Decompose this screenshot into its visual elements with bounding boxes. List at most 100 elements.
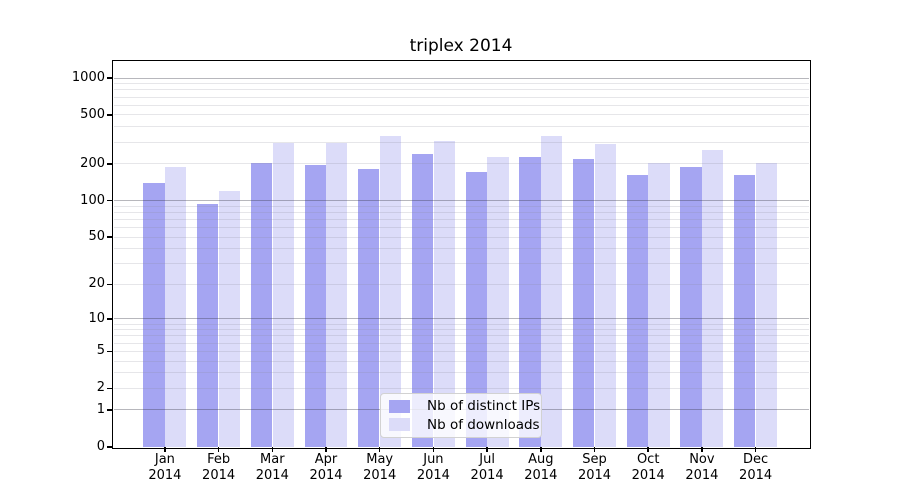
gridline-minor bbox=[113, 226, 810, 228]
x-tick-year: 2014 bbox=[470, 467, 504, 483]
gridline-minor bbox=[113, 323, 810, 325]
gridline-minor bbox=[113, 104, 810, 106]
gridline-minor bbox=[113, 283, 810, 285]
y-tick-label: 50 bbox=[88, 229, 105, 244]
gridline-minor bbox=[113, 335, 810, 337]
bar-distinct-ips bbox=[143, 182, 165, 447]
x-tick-month: Jul bbox=[479, 452, 495, 467]
bar-distinct-ips bbox=[626, 174, 648, 447]
gridline-minor bbox=[113, 360, 810, 362]
x-tick-label: Aug 2014 bbox=[513, 452, 569, 483]
x-tick-label: Dec 2014 bbox=[728, 452, 784, 483]
gridline-minor bbox=[113, 263, 810, 265]
x-tick-month: Nov bbox=[689, 452, 715, 467]
x-tick-year: 2014 bbox=[685, 467, 719, 483]
gridline-minor bbox=[113, 211, 810, 213]
gridline-minor bbox=[113, 114, 810, 116]
x-tick bbox=[701, 447, 703, 452]
x-tick bbox=[540, 447, 542, 452]
legend-item-distinct-ips: Nb of distinct IPs bbox=[389, 397, 540, 416]
gridline-minor bbox=[113, 218, 810, 220]
bar-downloads bbox=[702, 150, 724, 447]
x-tick bbox=[486, 447, 488, 452]
gridline-major bbox=[113, 200, 810, 201]
bar-downloads bbox=[594, 143, 616, 447]
y-tick bbox=[107, 409, 112, 411]
bar-distinct-ips bbox=[465, 172, 487, 447]
bar-distinct-ips bbox=[358, 169, 380, 447]
x-tick bbox=[217, 447, 220, 452]
y-tick bbox=[107, 236, 112, 238]
legend: Nb of distinct IPs Nb of downloads bbox=[380, 393, 542, 438]
bar-downloads bbox=[487, 157, 509, 447]
bar-distinct-ips bbox=[304, 164, 326, 447]
x-tick-label: Nov 2014 bbox=[674, 452, 730, 483]
y-tick bbox=[107, 114, 112, 116]
x-tick-year: 2014 bbox=[739, 467, 773, 483]
bar-downloads bbox=[326, 142, 348, 447]
bar-distinct-ips bbox=[250, 162, 273, 447]
y-tick bbox=[107, 77, 112, 79]
x-tick bbox=[432, 447, 435, 452]
bar-distinct-ips bbox=[680, 167, 702, 447]
gridline-minor bbox=[113, 329, 810, 331]
x-tick-month: May bbox=[366, 452, 394, 467]
x-tick-label: Jun 2014 bbox=[405, 452, 461, 483]
y-tick bbox=[107, 446, 112, 448]
gridline-major bbox=[113, 77, 810, 79]
gridline-minor bbox=[113, 387, 810, 389]
legend-label-downloads: Nb of downloads bbox=[427, 416, 540, 433]
x-tick-month: Mar bbox=[260, 452, 285, 467]
x-tick bbox=[647, 447, 649, 452]
x-tick-label: May 2014 bbox=[352, 452, 408, 483]
gridline-minor bbox=[113, 126, 810, 128]
bar-downloads bbox=[541, 136, 563, 447]
gridline-minor bbox=[113, 83, 810, 85]
x-tick-year: 2014 bbox=[363, 467, 397, 483]
x-tick-year: 2014 bbox=[577, 467, 612, 483]
x-tick-month: Oct bbox=[636, 452, 660, 467]
gridline-minor bbox=[113, 163, 810, 165]
gridline-minor bbox=[113, 89, 810, 91]
bar-distinct-ips bbox=[734, 174, 756, 447]
x-tick-year: 2014 bbox=[524, 467, 558, 483]
gridline-minor bbox=[113, 96, 810, 98]
x-tick-year: 2014 bbox=[416, 467, 450, 483]
y-tick-label: 2 bbox=[96, 380, 105, 396]
bar-distinct-ips bbox=[197, 203, 219, 447]
bar-downloads bbox=[648, 163, 670, 447]
y-tick-label: 5 bbox=[96, 343, 105, 359]
x-tick-label: Oct 2014 bbox=[620, 452, 676, 483]
x-tick-month: Sep bbox=[582, 452, 607, 467]
bar-distinct-ips bbox=[573, 158, 595, 447]
bar-downloads bbox=[165, 167, 187, 447]
x-tick-month: Aug bbox=[528, 452, 554, 467]
x-tick bbox=[271, 447, 274, 452]
y-tick-label: 200 bbox=[80, 155, 105, 171]
y-tick bbox=[107, 199, 112, 202]
gridline-minor bbox=[113, 248, 810, 250]
x-tick-month: Dec bbox=[743, 452, 769, 467]
gridline-minor bbox=[113, 372, 810, 374]
bar-downloads bbox=[218, 190, 241, 447]
x-tick bbox=[593, 447, 596, 452]
legend-swatch-distinct-ips bbox=[389, 399, 410, 413]
y-tick bbox=[107, 350, 112, 353]
x-tick bbox=[378, 447, 381, 452]
bar-downloads bbox=[433, 140, 455, 447]
x-tick-month: Apr bbox=[314, 452, 338, 467]
x-tick-label: Feb 2014 bbox=[191, 452, 247, 483]
x-tick-month: Feb bbox=[207, 452, 231, 467]
x-tick-year: 2014 bbox=[255, 467, 289, 483]
y-tick-label: 10 bbox=[88, 310, 105, 326]
x-tick-year: 2014 bbox=[309, 467, 343, 483]
bar-downloads bbox=[379, 136, 402, 447]
y-tick-label: 1000 bbox=[71, 70, 105, 85]
y-tick-label: 0 bbox=[96, 439, 105, 454]
x-tick-year: 2014 bbox=[202, 467, 236, 483]
y-tick bbox=[107, 283, 112, 286]
y-tick bbox=[107, 318, 112, 320]
x-tick bbox=[164, 447, 166, 452]
x-tick bbox=[754, 447, 757, 452]
